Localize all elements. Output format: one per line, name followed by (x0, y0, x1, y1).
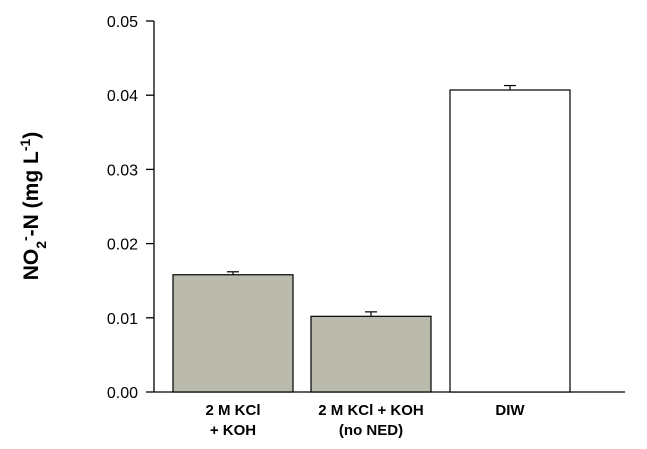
category-label: DIW (495, 402, 525, 419)
y-tick-label: 0.00 (107, 385, 138, 402)
y-tick-label: 0.04 (107, 88, 138, 105)
y-tick-label: 0.02 (107, 237, 138, 254)
bar (172, 274, 294, 393)
y-axis-label: NO2--N (mg L-1) (17, 132, 49, 281)
y-tick-label: 0.01 (107, 311, 138, 328)
y-tick-label: 0.03 (107, 162, 138, 179)
y-tick-label: 0.05 (107, 14, 138, 31)
category-label: 2 M KCl + KOH (no NED) (318, 402, 423, 439)
bar (310, 315, 432, 393)
bar (449, 89, 571, 393)
category-label: 2 M KCl + KOH (205, 402, 260, 439)
